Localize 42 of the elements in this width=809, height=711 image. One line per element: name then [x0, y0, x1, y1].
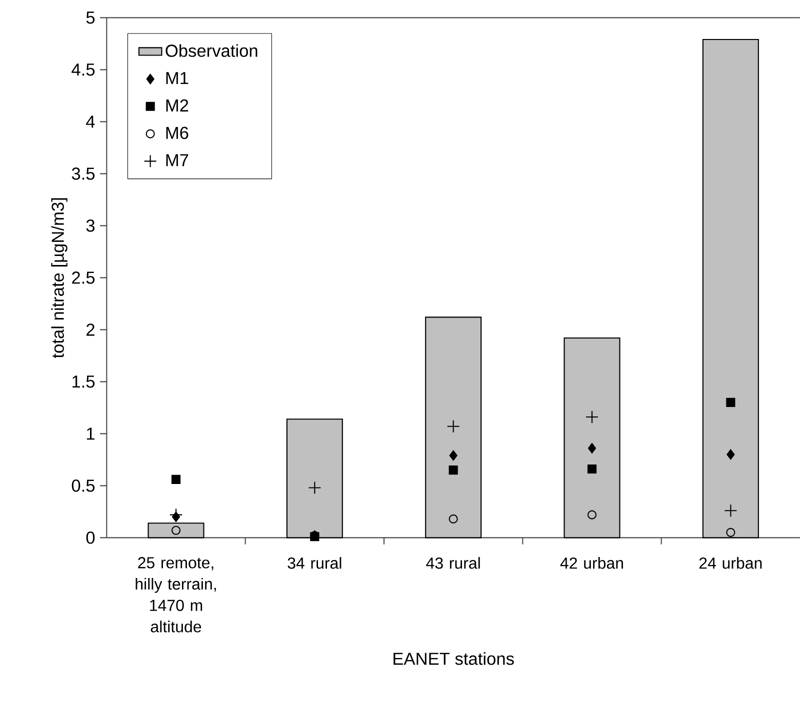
point — [171, 474, 181, 484]
y-tick-label: 3 — [86, 220, 95, 232]
legend-label: Observation — [166, 44, 258, 57]
bar — [564, 337, 620, 538]
x-axis-title: EANET stations — [394, 652, 514, 665]
point — [588, 443, 596, 454]
x-tick-label: 42 urban — [560, 557, 623, 569]
y-tick-label: 5 — [86, 12, 95, 24]
point — [585, 410, 599, 424]
legend-label: M2 — [166, 99, 188, 112]
y-tick-label: 4 — [86, 116, 95, 128]
point — [724, 504, 738, 518]
y-tick-label: 3.5 — [72, 168, 95, 180]
point — [171, 526, 181, 535]
point — [726, 398, 736, 407]
y-tick-label: 2 — [86, 324, 94, 336]
y-tick-label: 1.5 — [72, 376, 95, 388]
point — [446, 420, 460, 433]
point — [587, 464, 597, 474]
point — [726, 449, 735, 460]
point — [726, 528, 736, 537]
x-tick-label: 25 remote, hilly terrain, 1470 m altitude — [136, 557, 216, 632]
y-tick-label: 1 — [86, 428, 94, 440]
y-tick-label: 2.5 — [72, 272, 95, 284]
point — [448, 466, 458, 475]
legend-label: M1 — [166, 72, 188, 84]
x-tick-label: 43 rural — [426, 557, 480, 569]
bar — [286, 418, 343, 538]
legend-label: M7 — [166, 154, 188, 166]
x-tick-label: 34 rural — [288, 557, 342, 569]
point — [448, 514, 458, 524]
legend-label: M6 — [166, 126, 188, 140]
point — [587, 510, 597, 520]
x-tick-label: 24 urban — [699, 557, 762, 569]
point — [308, 481, 322, 494]
bar — [425, 316, 482, 538]
point — [449, 450, 458, 461]
y-tick-label: 4.5 — [72, 64, 95, 76]
y-tick-label: 0.5 — [72, 480, 95, 492]
y-tick-label: 0 — [86, 532, 95, 544]
y-axis-title: total nitrate [µgN/m3] — [51, 198, 68, 358]
bar — [702, 38, 759, 538]
